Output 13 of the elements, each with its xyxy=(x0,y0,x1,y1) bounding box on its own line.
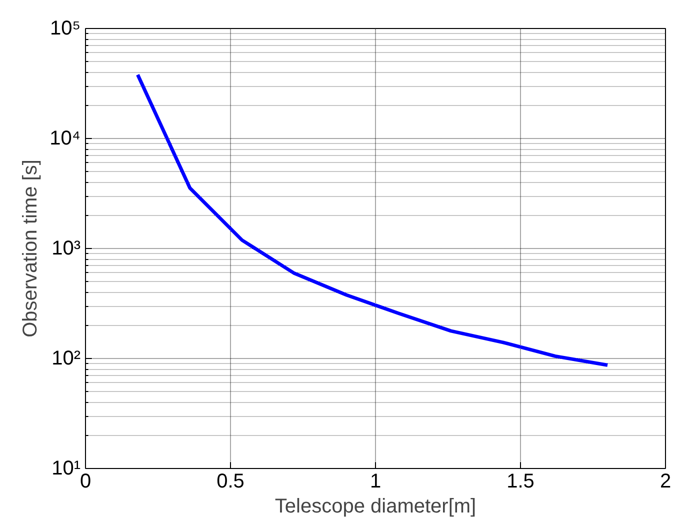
y-tick-label: 10¹ xyxy=(52,458,81,480)
y-tick-label: 10³ xyxy=(52,238,81,260)
x-axis-title: Telescope diameter[m] xyxy=(274,496,476,518)
y-tick-label: 10⁵ xyxy=(50,18,81,40)
line-series xyxy=(136,72,610,367)
y-axis-title: Observation time [s] xyxy=(20,160,42,338)
y-tick-label: 10⁴ xyxy=(50,128,81,150)
x-tick-label: 1.5 xyxy=(506,470,534,492)
y-tick-label: 10² xyxy=(52,348,81,370)
x-tick-label: 0 xyxy=(80,470,92,492)
x-tick-label: 1 xyxy=(370,470,382,492)
x-tick-label: 2 xyxy=(660,470,672,492)
x-tick-label: 0.5 xyxy=(216,470,244,492)
